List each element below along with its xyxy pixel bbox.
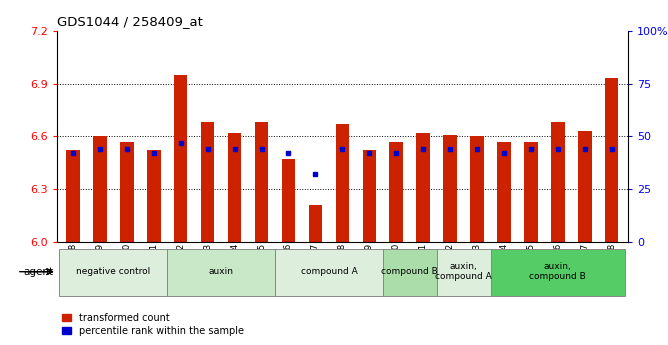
Bar — [551, 122, 564, 242]
Bar — [437, 249, 490, 296]
Bar — [255, 122, 269, 242]
Bar — [383, 249, 437, 296]
Bar — [120, 141, 134, 242]
Bar — [309, 205, 322, 241]
Bar — [59, 249, 167, 296]
Bar — [147, 150, 160, 241]
Bar — [497, 141, 511, 242]
Bar — [335, 124, 349, 242]
Bar — [578, 131, 592, 241]
Bar — [524, 141, 538, 242]
Text: compound A: compound A — [301, 267, 357, 276]
Bar — [363, 150, 376, 241]
Text: auxin,
compound B: auxin, compound B — [530, 262, 587, 282]
Bar — [282, 159, 295, 242]
Bar — [201, 122, 214, 242]
Text: GDS1044 / 258409_at: GDS1044 / 258409_at — [57, 16, 202, 29]
Text: agent: agent — [23, 267, 53, 277]
Bar — [490, 249, 625, 296]
Bar — [470, 136, 484, 242]
Text: auxin,
compound A: auxin, compound A — [436, 262, 492, 282]
Bar — [416, 133, 430, 242]
Text: auxin: auxin — [208, 267, 234, 276]
Bar — [66, 150, 79, 241]
Bar — [228, 133, 241, 242]
Bar — [93, 136, 107, 242]
Bar — [444, 135, 457, 242]
Text: compound B: compound B — [381, 267, 438, 276]
Bar — [389, 141, 403, 242]
Bar — [605, 78, 619, 242]
Bar — [174, 75, 188, 242]
Legend: transformed count, percentile rank within the sample: transformed count, percentile rank withi… — [61, 313, 244, 336]
Text: negative control: negative control — [76, 267, 150, 276]
Bar — [275, 249, 383, 296]
Bar — [167, 249, 275, 296]
